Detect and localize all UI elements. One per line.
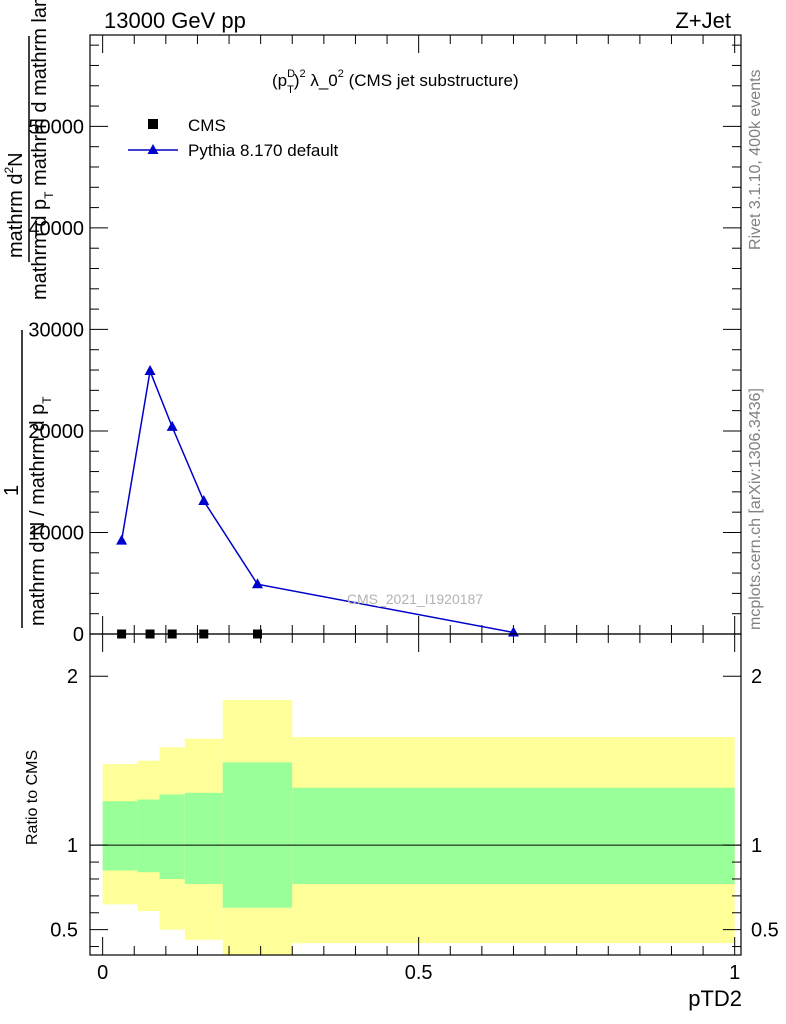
ratio-ytick-label-left: 0.5 [50, 920, 78, 942]
title-p: (p [272, 71, 287, 90]
title-sup-2b: 2 [338, 68, 344, 80]
main-ytick-label: 20000 [28, 421, 84, 443]
plot-title: (pD T)2 λ_02 (CMS jet substructure) [272, 68, 519, 96]
legend-cms-label: CMS [188, 116, 226, 135]
analysis-watermark: CMS_2021_I1920187 [347, 591, 483, 607]
mcplots-url-label: mcplots.cern.ch [arXiv:1306.3436] [747, 388, 764, 630]
xtick-label: 1 [729, 962, 740, 984]
inner-band-bin-5 [292, 787, 735, 885]
pythia-point [251, 578, 263, 589]
ratio-ytick-label-left: 2 [67, 666, 78, 688]
inner-band-bin-3 [184, 792, 223, 885]
ratio-ytick-label-left: 1 [67, 835, 78, 857]
pythia-point [144, 365, 156, 376]
main-ytick-label: 40000 [28, 218, 84, 240]
main-ytick-label: 10000 [28, 522, 84, 544]
ratio-ytick-label-right: 2 [751, 666, 762, 688]
title-tail: (CMS jet substructure) [344, 71, 519, 90]
ylabel-numerator: mathrm d2N [2, 152, 27, 258]
main-plot-panel: 0 10000 20000 30000 40000 50000 CMS Pythia 8.17… [28, 34, 742, 646]
process-label: Z+Jet [675, 8, 731, 33]
main-ytick-label: 50000 [28, 116, 84, 138]
inner-band-bin-1 [137, 799, 160, 873]
legend-pythia-label: Pythia 8.170 default [188, 141, 339, 160]
ylabel-denominator: mathrm d pT mathrm d mathrm lambda [29, 0, 56, 300]
ratio-y-axis-label: Ratio to CMS [24, 750, 41, 845]
title-lambda: λ_0 [306, 71, 338, 90]
ratio-frame [89, 633, 742, 956]
inner-band-bin-4 [222, 762, 293, 908]
rivet-version-label: Rivet 3.1.10, 400k events [747, 69, 764, 250]
pythia-point [198, 495, 210, 506]
ylabel-lower-denominator: mathrm d N / mathrm d pT [27, 396, 54, 626]
ylabel-one: 1 [1, 485, 23, 496]
inner-band-bin-2 [159, 794, 185, 879]
pythia-point [166, 420, 178, 431]
pythia-series-line [120, 368, 514, 634]
xtick-label: 0 [97, 962, 108, 984]
title-sup-d: D [287, 68, 295, 80]
main-ytick-label: 30000 [28, 319, 84, 341]
legend-cms-marker [148, 119, 158, 129]
ratio-plot-panel: 0 0.5 1 0.5 0.5 1 1 2 2 [50, 633, 779, 984]
ratio-ytick-label-right: 1 [751, 835, 762, 857]
title-sup-2: 2 [299, 68, 305, 80]
main-y-axis-label: mathrm d2N mathrm d pT mathrm d mathrm l… [1, 0, 56, 628]
title-sub-t: T [287, 84, 294, 96]
ratio-ytick-label-right: 0.5 [751, 920, 779, 942]
x-axis-label: pTD2 [688, 986, 742, 1011]
inner-band-bin-0 [102, 801, 138, 871]
title-close: ) [294, 71, 300, 90]
xtick-label: 0.5 [405, 962, 433, 984]
pythia-point [116, 534, 128, 545]
main-ytick-label: 0 [73, 624, 84, 646]
energy-label: 13000 GeV pp [104, 8, 246, 33]
legend-pythia-marker [147, 144, 159, 154]
